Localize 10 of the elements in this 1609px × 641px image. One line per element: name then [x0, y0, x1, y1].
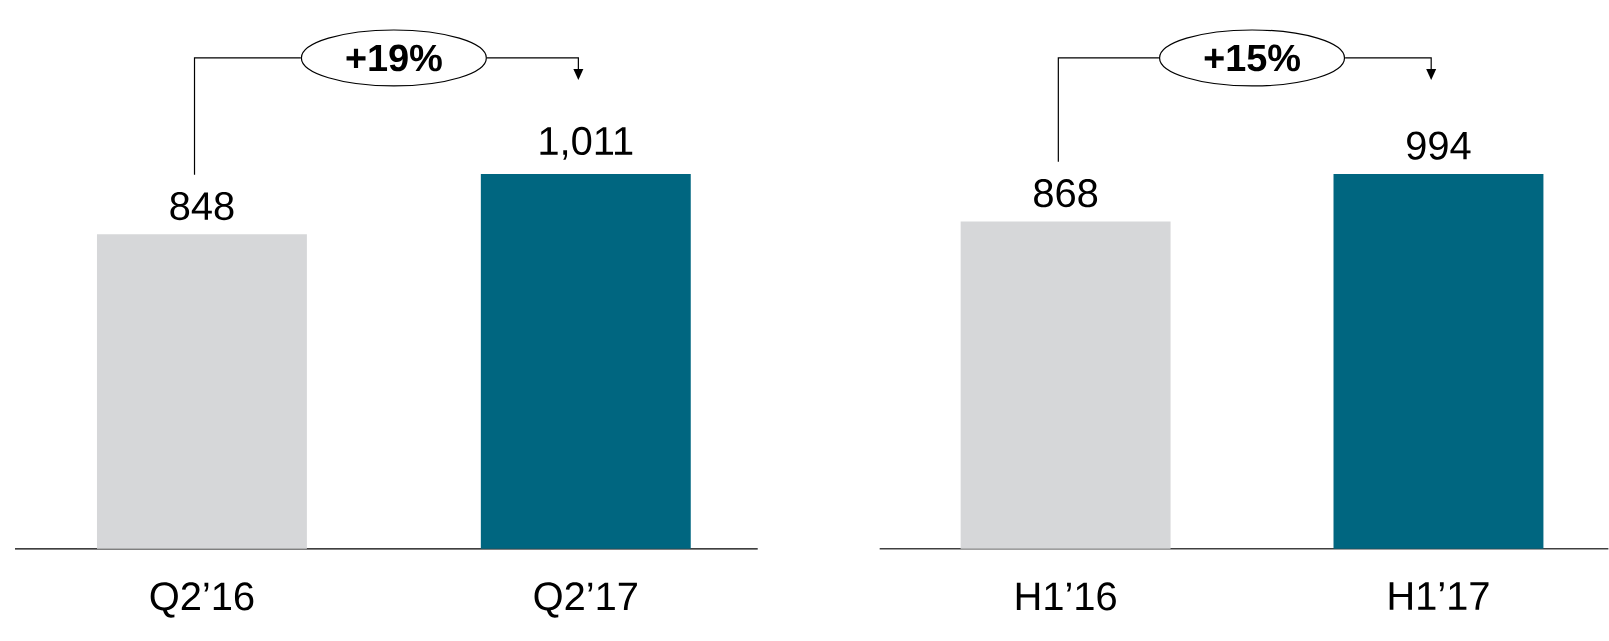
text: +19%	[346, 44, 442, 72]
data-label: 848	[170, 192, 234, 221]
x-tick-label: H1’17	[1389, 582, 1489, 610]
data-label: 1,011	[540, 126, 633, 160]
x-tick-label: Q2’16	[150, 582, 254, 618]
data-label: 868	[1034, 179, 1098, 208]
x-tick-label: Q2’17	[534, 582, 637, 618]
x-tick-label: H1’16	[1016, 582, 1116, 611]
text: +15%	[1204, 44, 1300, 72]
data-label: 994	[1407, 131, 1471, 160]
